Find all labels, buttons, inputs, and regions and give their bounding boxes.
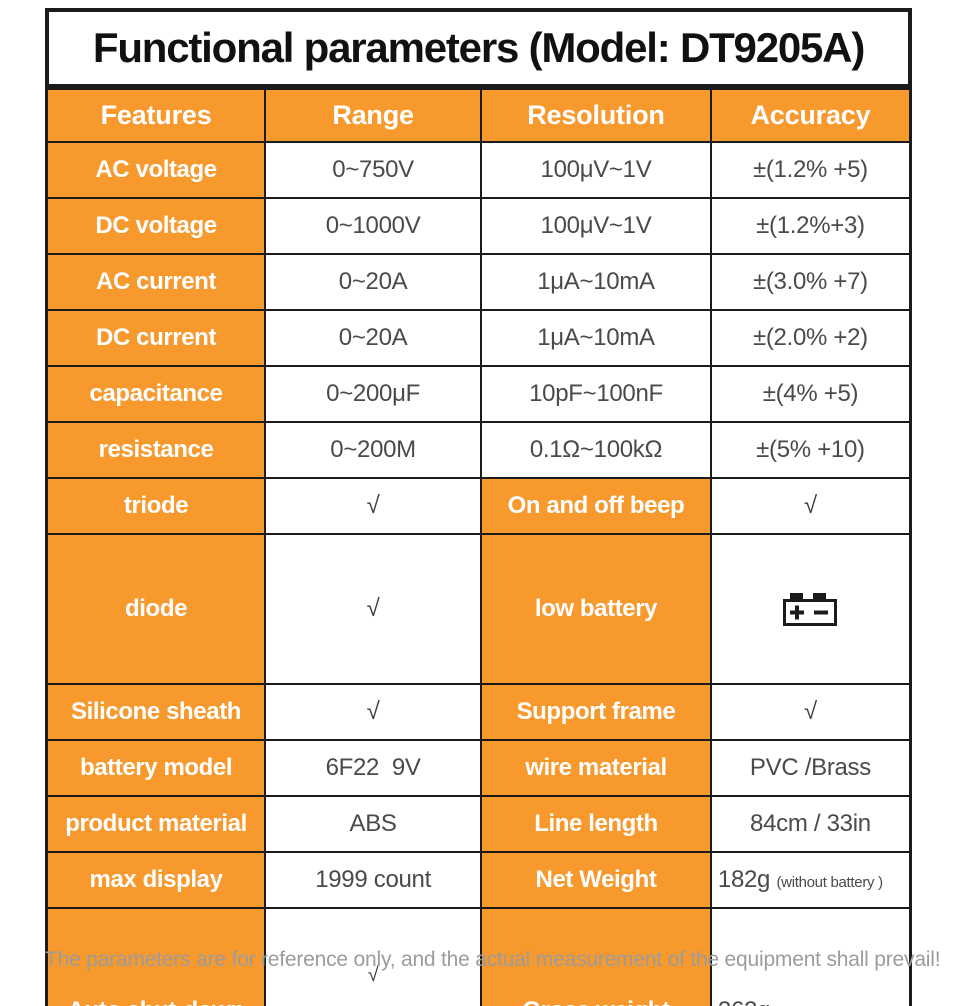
- feature-label: On and off beep: [480, 476, 712, 535]
- weight-note: (without battery ): [776, 873, 883, 891]
- table-row-battery-model: battery model 6F22 9V wire material PVC …: [45, 738, 912, 797]
- header-accuracy: Accuracy: [709, 87, 912, 143]
- table-row-dc-voltage: DC voltage 0~1000V 100μV~1V ±(1.2%+3): [45, 196, 912, 255]
- accuracy-value: ±(1.2%+3): [709, 196, 912, 255]
- table-row-ac-current: AC current 0~20A 1μA~10mA ±(3.0% +7): [45, 252, 912, 311]
- table-row-triode: triode √ On and off beep √: [45, 476, 912, 535]
- resolution-value: 1μA~10mA: [480, 308, 712, 367]
- header-row: Features Range Resolution Accuracy: [45, 87, 912, 143]
- feature-label: triode: [45, 476, 267, 535]
- table-row-silicone-sheath: Silicone sheath √ Support frame √: [45, 682, 912, 741]
- feature-label: resistance: [45, 420, 267, 479]
- accuracy-value: ±(2.0% +2): [709, 308, 912, 367]
- range-value: 0~200M: [264, 420, 483, 479]
- feature-label: DC voltage: [45, 196, 267, 255]
- page-title: Functional parameters (Model: DT9205A): [92, 24, 865, 71]
- feature-label: DC current: [45, 308, 267, 367]
- feature-label: battery model: [45, 738, 267, 797]
- range-value: 0~750V: [264, 140, 483, 199]
- table-row-product-material: product material ABS Line length 84cm / …: [45, 794, 912, 853]
- net-weight-value: 182g (without battery ): [709, 850, 912, 909]
- accuracy-value: ±(4% +5): [709, 364, 912, 423]
- resolution-value: 100μV~1V: [480, 196, 712, 255]
- title-box: Functional parameters (Model: DT9205A): [45, 8, 912, 88]
- feature-label: Silicone sheath: [45, 682, 267, 741]
- battery-icon-cell: [709, 532, 912, 685]
- table-row-max-display: max display 1999 count Net Weight 182g (…: [45, 850, 912, 909]
- weight-main: 262g: [718, 997, 771, 1006]
- accuracy-value: ±(5% +10): [709, 420, 912, 479]
- resolution-value: 100μV~1V: [480, 140, 712, 199]
- range-value: 0~1000V: [264, 196, 483, 255]
- table-row-ac-voltage: AC voltage 0~750V 100μV~1V ±(1.2% +5): [45, 140, 912, 199]
- feature-label: capacitance: [45, 364, 267, 423]
- feature-label: Auto shut-down: [45, 906, 267, 1006]
- checkmark-value: √: [709, 682, 912, 741]
- table-row-capacitance: capacitance 0~200μF 10pF~100nF ±(4% +5): [45, 364, 912, 423]
- parameters-table: Features Range Resolution Accuracy AC vo…: [45, 87, 912, 1006]
- battery-icon: [713, 591, 909, 627]
- weight-main: 182g: [717, 865, 771, 893]
- feature-label: Line length: [480, 794, 712, 853]
- accuracy-value: ±(1.2% +5): [709, 140, 912, 199]
- table-row-dc-current: DC current 0~20A 1μA~10mA ±(2.0% +2): [45, 308, 912, 367]
- range-value: 0~20A: [264, 308, 483, 367]
- header-features: Features: [45, 87, 267, 143]
- feature-label: product material: [45, 794, 267, 853]
- checkmark-value: √: [367, 963, 379, 986]
- gross-weight-value: 262g (without battery ): [709, 906, 912, 1006]
- max-display-value: 1999 count: [264, 850, 483, 909]
- header-range: Range: [264, 87, 483, 143]
- checkmark-value: √: [264, 682, 483, 741]
- disclaimer-note: The parameters are for reference only, a…: [45, 948, 941, 971]
- feature-label: AC voltage: [45, 140, 267, 199]
- feature-label: diode: [45, 532, 267, 685]
- range-value: 0~200μF: [264, 364, 483, 423]
- resolution-value: 0.1Ω~100kΩ: [480, 420, 712, 479]
- feature-label: low battery: [480, 532, 712, 685]
- line-length-value: 84cm / 33in: [709, 794, 912, 853]
- table-row-auto-shutdown: Auto shut-down √ 10 mins of inactivity G…: [45, 906, 912, 1006]
- resolution-value: 10pF~100nF: [480, 364, 712, 423]
- feature-label: max display: [45, 850, 267, 909]
- feature-label: AC current: [45, 252, 267, 311]
- auto-shutdown-value: √ 10 mins of inactivity: [264, 906, 483, 1006]
- header-resolution: Resolution: [480, 87, 712, 143]
- feature-label: wire material: [480, 738, 712, 797]
- table-row-diode: diode √ low battery: [45, 532, 912, 685]
- range-value: 0~20A: [264, 252, 483, 311]
- table-row-resistance: resistance 0~200M 0.1Ω~100kΩ ±(5% +10): [45, 420, 912, 479]
- resolution-value: 1μA~10mA: [480, 252, 712, 311]
- feature-label: Gross weight: [480, 906, 712, 1006]
- checkmark-value: √: [264, 532, 483, 685]
- wire-material-value: PVC /Brass: [709, 738, 912, 797]
- checkmark-value: √: [264, 476, 483, 535]
- battery-model-value: 6F22 9V: [264, 738, 483, 797]
- feature-label: Support frame: [480, 682, 712, 741]
- feature-label: Net Weight: [480, 850, 712, 909]
- product-material-value: ABS: [264, 794, 483, 853]
- accuracy-value: ±(3.0% +7): [709, 252, 912, 311]
- checkmark-value: √: [709, 476, 912, 535]
